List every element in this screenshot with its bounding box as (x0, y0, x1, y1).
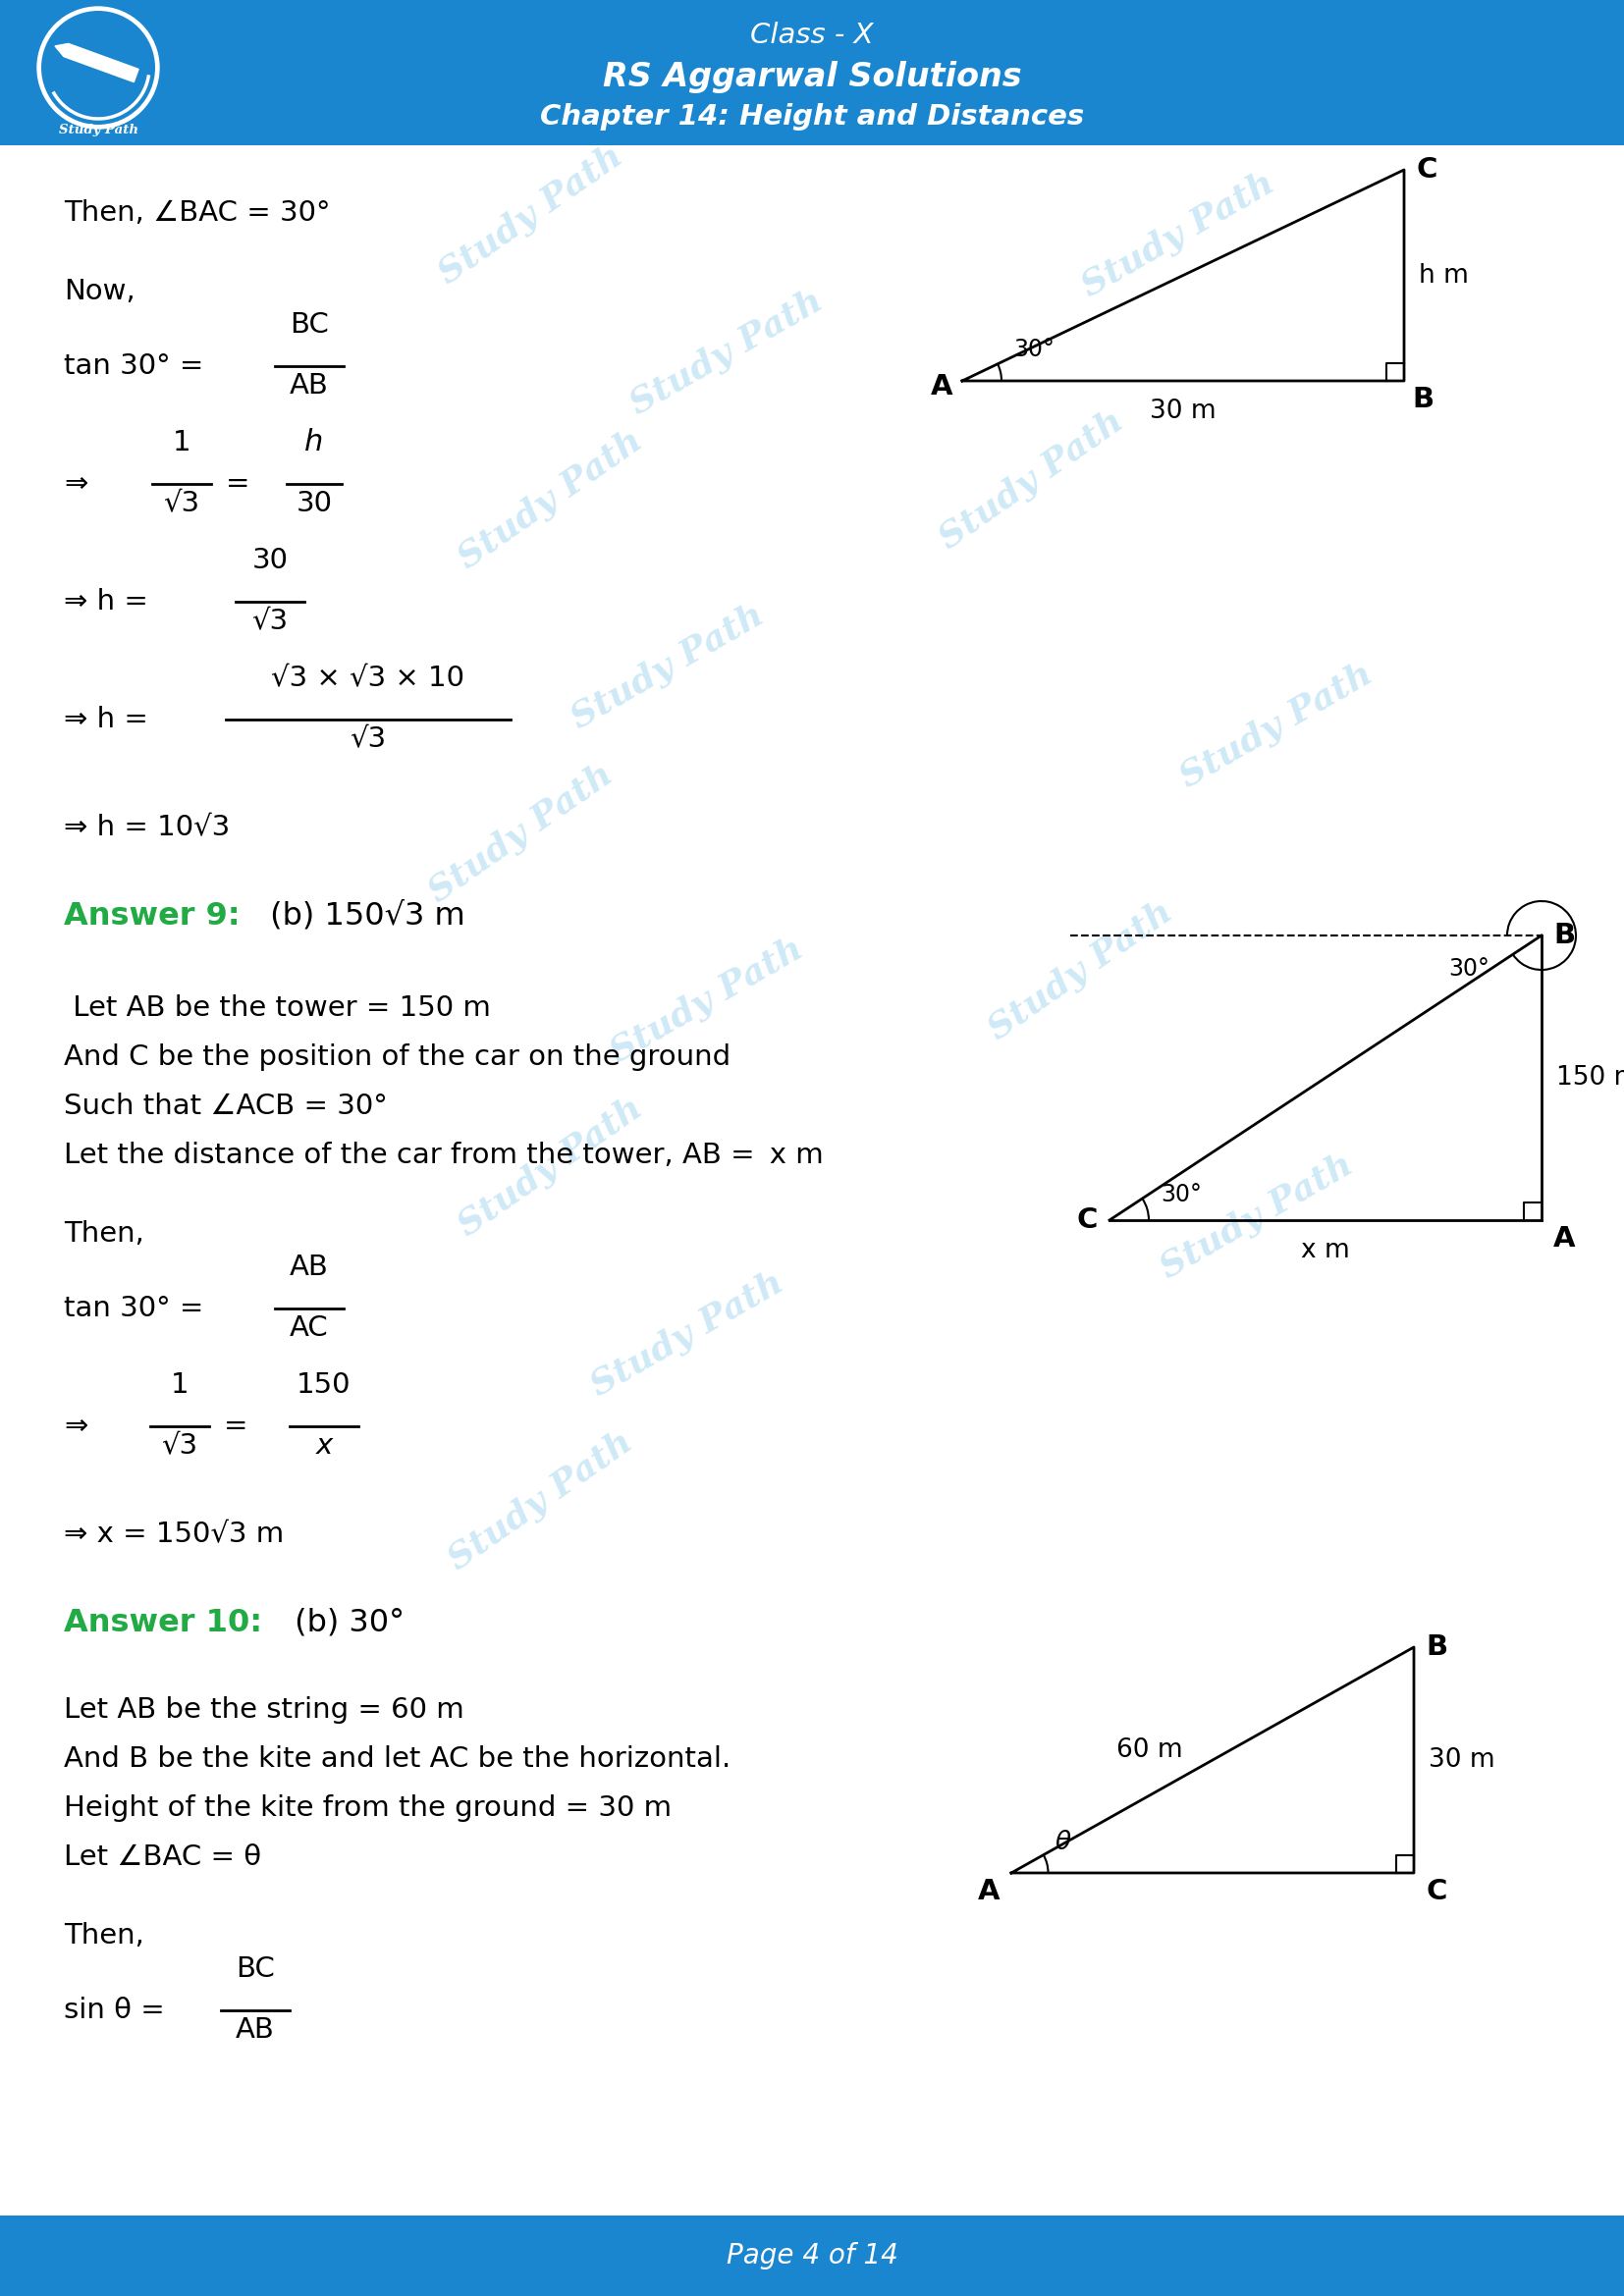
Text: Study Path: Study Path (1155, 1148, 1359, 1286)
Text: Study Path: Study Path (451, 425, 648, 576)
Text: ⇒ x = 150√3 m: ⇒ x = 150√3 m (63, 1520, 284, 1548)
Text: 30°: 30° (1449, 957, 1489, 980)
Text: Study Path: Study Path (1174, 657, 1379, 794)
Text: Study Path: Study Path (451, 1091, 648, 1242)
Text: Study Path: Study Path (422, 758, 619, 909)
Text: tan 30° =: tan 30° = (63, 351, 203, 379)
Text: ⇒ h =: ⇒ h = (63, 705, 148, 732)
Text: h: h (305, 427, 323, 457)
Text: √3 × √3 × 10: √3 × √3 × 10 (271, 664, 464, 691)
Text: 150: 150 (297, 1371, 351, 1398)
Text: 150 m: 150 m (1556, 1065, 1624, 1091)
Text: Study Path: Study Path (1077, 165, 1280, 303)
Text: 30: 30 (252, 546, 287, 574)
Text: Let AB be the tower = 150 m: Let AB be the tower = 150 m (63, 994, 490, 1022)
Text: Page 4 of 14: Page 4 of 14 (726, 2241, 898, 2268)
Text: AB: AB (235, 2016, 274, 2043)
Text: BC: BC (289, 312, 330, 338)
Text: √3: √3 (164, 489, 200, 517)
Text: AB: AB (289, 372, 330, 400)
Text: Now,: Now, (63, 278, 135, 305)
Text: C: C (1416, 156, 1437, 184)
Text: Such that ∠ACB = 30°: Such that ∠ACB = 30° (63, 1093, 388, 1120)
Text: Study Path: Study Path (624, 285, 828, 420)
Text: ⇒ h =: ⇒ h = (63, 588, 148, 615)
Text: 60 m: 60 m (1117, 1738, 1184, 1763)
Text: C: C (1426, 1878, 1447, 1906)
Text: 30 m: 30 m (1429, 1747, 1496, 1773)
Text: Then,: Then, (63, 1219, 145, 1247)
Text: 1: 1 (172, 429, 190, 457)
Text: 30: 30 (296, 489, 333, 517)
Text: Study Path: Study Path (585, 1265, 789, 1403)
Text: x m: x m (1301, 1238, 1350, 1263)
Text: √3: √3 (252, 608, 287, 636)
Text: ⇒ h = 10√3: ⇒ h = 10√3 (63, 813, 231, 840)
Text: =: = (224, 1412, 248, 1440)
Text: Height of the kite from the ground = 30 m: Height of the kite from the ground = 30 … (63, 1795, 672, 1823)
Bar (0, 0, 1624, 145)
Text: θ: θ (1054, 1830, 1070, 1855)
Text: Study Path: Study Path (604, 932, 809, 1070)
Polygon shape (55, 44, 68, 57)
Text: 30°: 30° (1161, 1182, 1202, 1205)
Text: tan 30° =: tan 30° = (63, 1295, 203, 1322)
Text: Study Path: Study Path (565, 597, 770, 735)
Text: √3: √3 (161, 1433, 198, 1460)
Text: 1: 1 (171, 1371, 188, 1398)
Text: ⇒: ⇒ (63, 1412, 88, 1440)
Text: √3: √3 (351, 726, 387, 753)
Polygon shape (63, 44, 138, 83)
Text: Then,: Then, (63, 1922, 145, 1949)
Text: A: A (1553, 1226, 1575, 1254)
Text: (b) 150√3 m: (b) 150√3 m (260, 900, 464, 932)
Text: x: x (315, 1433, 333, 1460)
Text: B: B (1426, 1632, 1447, 1660)
Text: Chapter 14: Height and Distances: Chapter 14: Height and Distances (539, 103, 1085, 131)
Text: AB: AB (289, 1254, 330, 1281)
Text: B: B (1553, 921, 1575, 948)
Text: B: B (1411, 386, 1434, 413)
Text: h m: h m (1419, 262, 1468, 287)
Text: RS Aggarwal Solutions: RS Aggarwal Solutions (603, 62, 1021, 94)
Text: Study Path: Study Path (58, 124, 138, 135)
Text: AC: AC (289, 1313, 328, 1341)
Text: And B be the kite and let AC be the horizontal.: And B be the kite and let AC be the hori… (63, 1745, 731, 1773)
Text: =: = (226, 471, 250, 498)
Text: Let the distance of the car from the tower, AB =  x m: Let the distance of the car from the tow… (63, 1141, 823, 1169)
Text: Study Path: Study Path (981, 895, 1179, 1047)
Text: Let ∠BAC = θ: Let ∠BAC = θ (63, 1844, 261, 1871)
Text: And C be the position of the car on the ground: And C be the position of the car on the … (63, 1042, 731, 1070)
Text: Study Path: Study Path (932, 404, 1129, 556)
Circle shape (37, 7, 159, 129)
Text: (b) 30°: (b) 30° (284, 1607, 404, 1637)
Text: Let AB be the string = 60 m: Let AB be the string = 60 m (63, 1697, 464, 1724)
Text: 30 m: 30 m (1150, 400, 1216, 425)
Text: Answer 9:: Answer 9: (63, 900, 240, 932)
Text: A: A (931, 372, 952, 400)
Text: ⇒: ⇒ (63, 471, 88, 498)
Text: BC: BC (235, 1956, 274, 1984)
Text: A: A (978, 1878, 999, 1906)
Text: Then, ∠BAC = 30°: Then, ∠BAC = 30° (63, 200, 330, 227)
Text: 30°: 30° (1013, 338, 1054, 360)
Text: Study Path: Study Path (432, 140, 628, 292)
Bar (0, 2216, 1624, 2296)
Text: sin θ =: sin θ = (63, 1998, 164, 2025)
Text: C: C (1077, 1205, 1098, 1233)
Text: Class - X: Class - X (750, 21, 874, 48)
Text: Study Path: Study Path (442, 1426, 638, 1577)
Circle shape (41, 11, 156, 124)
Text: Answer 10:: Answer 10: (63, 1607, 263, 1637)
